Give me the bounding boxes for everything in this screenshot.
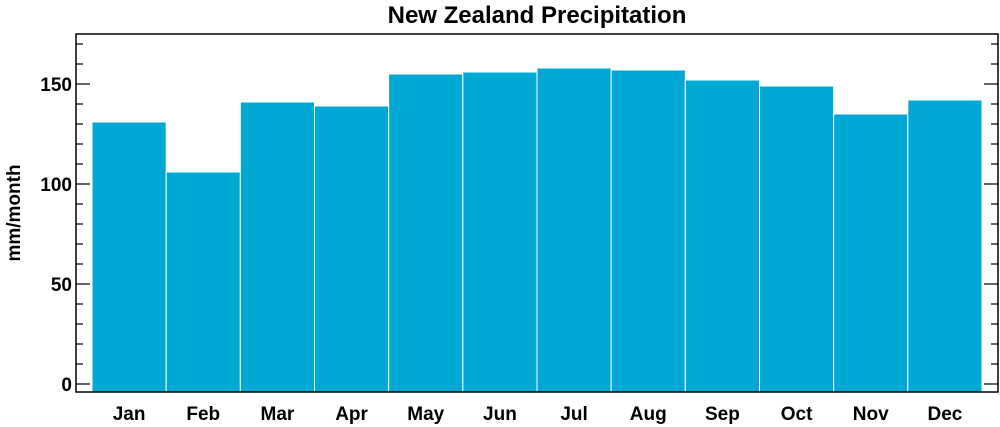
x-tick-label-apr: Apr: [335, 404, 368, 425]
bar-sep: [684, 79, 760, 393]
x-tick-label-jan: Jan: [113, 404, 146, 425]
bar-nov: [833, 113, 909, 393]
y-axis: 0 50 100 150: [40, 43, 998, 396]
x-tick-label-may: May: [407, 404, 444, 425]
bar-jan: [91, 121, 167, 393]
bar-jul: [536, 67, 612, 393]
bar-jun: [462, 71, 538, 393]
x-axis: Jan Feb Mar Apr May Jun Jul Aug Sep Oct Nov Dec: [113, 404, 963, 425]
x-tick-label-dec: Dec: [927, 404, 962, 425]
chart-title: New Zealand Precipitation: [388, 2, 687, 29]
bar-feb: [165, 171, 241, 393]
plot-frame: [75, 33, 999, 393]
y-tick-label: 100: [40, 175, 72, 196]
bar-dec: [907, 99, 983, 393]
x-tick-label-feb: Feb: [186, 404, 220, 425]
y-tick-label: 150: [40, 75, 72, 96]
bar-apr: [314, 105, 390, 393]
bar-mar: [239, 101, 315, 393]
x-tick-label-sep: Sep: [705, 404, 740, 425]
x-tick-label-aug: Aug: [630, 404, 667, 425]
y-tick-label: 50: [51, 275, 72, 296]
y-tick-label: 0: [61, 375, 72, 396]
x-tick-label-nov: Nov: [853, 404, 889, 425]
bar-may: [388, 73, 464, 393]
x-tick-label-jun: Jun: [483, 404, 517, 425]
x-tick-label-jul: Jul: [560, 404, 587, 425]
x-tick-label-mar: Mar: [261, 404, 295, 425]
y-axis-label: mm/month: [4, 164, 25, 261]
x-tick-label-oct: Oct: [781, 404, 813, 425]
bars-group: [91, 67, 983, 393]
bar-aug: [610, 69, 686, 393]
bar-oct: [759, 85, 835, 393]
